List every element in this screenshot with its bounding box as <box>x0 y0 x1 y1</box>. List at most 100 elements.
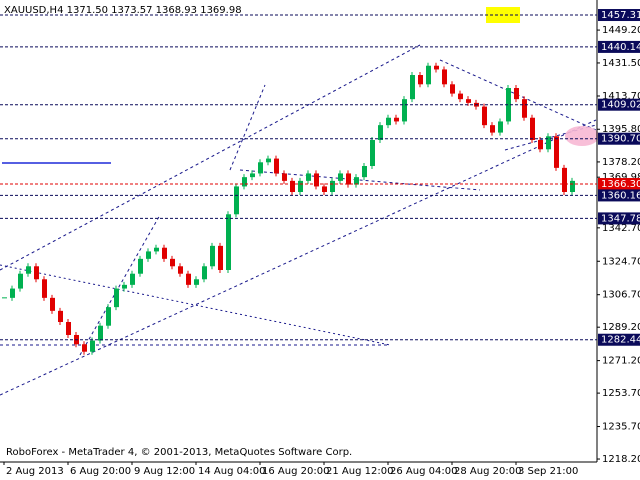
candle <box>370 140 375 167</box>
candle <box>274 158 279 174</box>
candle <box>402 99 407 122</box>
candle <box>58 310 63 322</box>
candle <box>434 65 439 70</box>
candle <box>562 167 567 193</box>
candle <box>146 251 151 259</box>
x-tick-label: 28 Aug 20:00 <box>454 466 521 477</box>
footer: RoboForex - MetaTrader 4, © 2001-2013, M… <box>6 447 352 458</box>
level-label-box <box>598 189 640 202</box>
candle <box>298 180 303 193</box>
y-tick-label: 1369.98 <box>602 172 640 183</box>
y-tick-label: 1253.70 <box>602 388 640 399</box>
level-label: 1282.44 <box>601 335 640 346</box>
level-label-box <box>598 40 640 53</box>
x-tick-label: 26 Aug 04:00 <box>390 466 457 477</box>
candle <box>250 173 255 178</box>
level-label: 1409.02 <box>601 100 640 111</box>
y-tick-label: 1289.20 <box>602 322 640 333</box>
candle <box>498 121 503 133</box>
y-tick-label: 1235.70 <box>602 422 640 433</box>
x-tick-label: 9 Aug 12:00 <box>134 466 195 477</box>
candle <box>154 247 159 252</box>
candle <box>90 340 95 352</box>
y-tick-label: 1413.70 <box>602 91 640 102</box>
candle <box>162 247 167 259</box>
candle <box>202 266 207 280</box>
target-ellipse <box>565 126 599 146</box>
candle <box>466 99 471 103</box>
candle <box>242 177 247 187</box>
candle <box>266 158 271 163</box>
x-tick-label: 2 Aug 2013 <box>6 466 64 477</box>
candle <box>386 117 391 126</box>
candle <box>450 84 455 94</box>
x-tick-label: 6 Aug 20:00 <box>70 466 131 477</box>
candle <box>218 245 223 270</box>
candle <box>554 136 559 168</box>
candle <box>186 273 191 285</box>
candle <box>210 245 215 267</box>
candle <box>418 75 423 85</box>
candle <box>122 284 127 289</box>
y-tick-label: 1306.70 <box>602 290 640 301</box>
candle <box>338 173 343 181</box>
candle <box>522 99 527 118</box>
candle <box>98 325 103 341</box>
level-label: 1366.30 <box>601 179 640 190</box>
candle <box>234 186 239 215</box>
candle <box>394 117 399 122</box>
candle <box>362 166 367 178</box>
candle <box>514 88 519 100</box>
level-label-box <box>598 178 640 191</box>
level-label-box <box>598 333 640 346</box>
candle <box>426 65 431 85</box>
x-tick-label: 14 Aug 04:00 <box>198 466 265 477</box>
candle <box>66 321 71 335</box>
candle <box>506 88 511 122</box>
candle <box>490 125 495 133</box>
candle <box>306 173 311 181</box>
level-label-box <box>598 98 640 111</box>
candle <box>138 258 143 274</box>
candle <box>378 125 383 141</box>
y-tick-label: 1342.70 <box>602 223 640 234</box>
candle <box>330 180 335 193</box>
level-label-box <box>598 212 640 225</box>
level-label-box <box>598 132 640 145</box>
candle <box>114 288 119 308</box>
candle <box>314 173 319 187</box>
candle <box>26 266 31 274</box>
candle <box>194 279 199 285</box>
candle <box>170 258 175 267</box>
candle <box>346 173 351 185</box>
level-label: 1347.78 <box>601 213 640 224</box>
level-label: 1440.14 <box>601 42 640 53</box>
candle <box>530 117 535 141</box>
candle <box>34 266 39 280</box>
candle <box>82 344 87 352</box>
y-tick-label: 1431.50 <box>602 58 640 69</box>
candle <box>570 180 575 193</box>
y-tick-label: 1218.20 <box>602 454 640 465</box>
candle <box>410 75 415 100</box>
y-tick-label: 1395.80 <box>602 124 640 135</box>
candle <box>282 173 287 181</box>
candle <box>482 106 487 126</box>
y-tick-label: 1271.20 <box>602 356 640 367</box>
candle <box>178 266 183 274</box>
candle <box>546 136 551 150</box>
level-label: 1360.16 <box>601 190 640 201</box>
candle <box>18 273 23 289</box>
candle <box>42 279 47 298</box>
candle <box>106 307 111 326</box>
candle <box>226 214 231 270</box>
y-tick-label: 1378.20 <box>602 157 640 168</box>
x-tick-label: 16 Aug 20:00 <box>262 466 329 477</box>
candle <box>442 69 447 85</box>
candle <box>458 93 463 100</box>
x-tick-label: 21 Aug 12:00 <box>326 466 393 477</box>
candle <box>322 186 327 193</box>
candle <box>290 180 295 193</box>
candle <box>354 177 359 185</box>
